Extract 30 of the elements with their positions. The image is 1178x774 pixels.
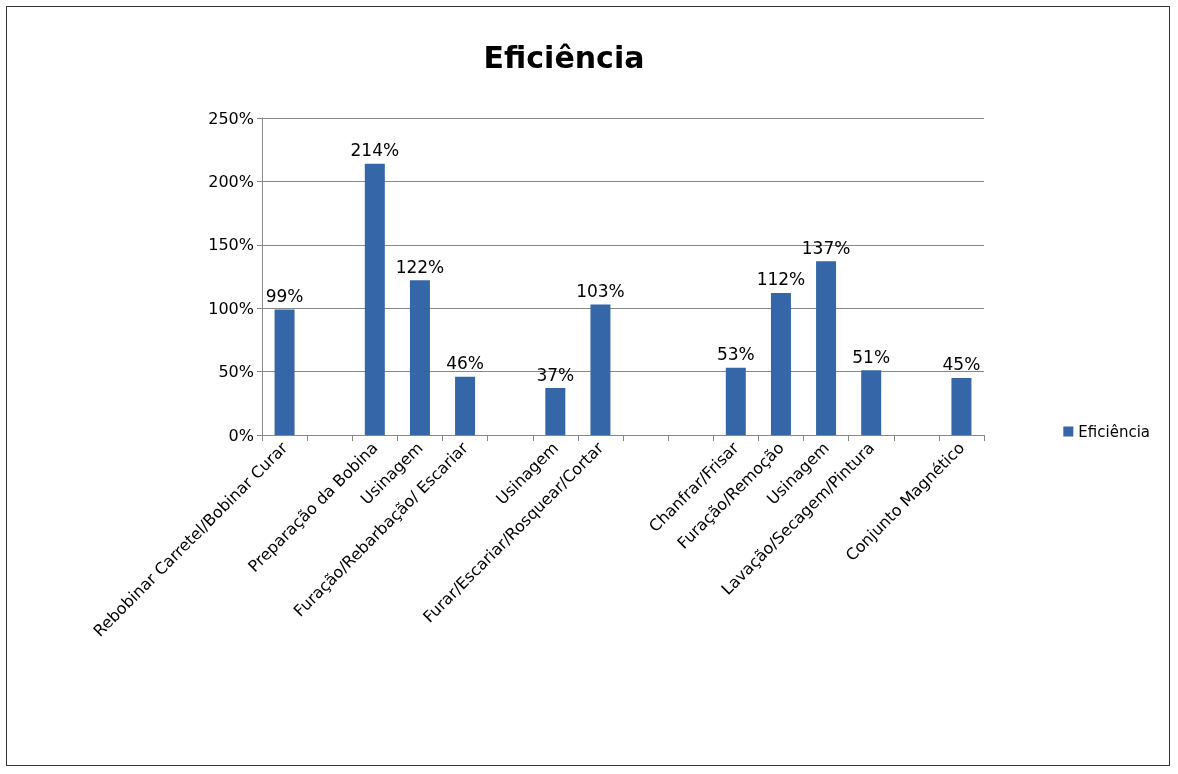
data-label: 99% [265,285,304,306]
data-label: 122% [395,256,445,277]
chart-title: Eficiência [483,39,645,75]
bar [455,376,476,435]
y-tick-label: 150% [208,235,254,255]
data-label: 53% [716,344,755,365]
data-label: 45% [942,354,981,375]
data-label: 214% [350,140,400,161]
data-label: 46% [446,353,484,374]
bar [364,163,385,435]
y-tick-label: 50% [218,362,254,382]
y-tick-label: 0% [228,425,254,445]
bar [816,261,837,435]
legend-label: Eficiência [1078,422,1151,441]
y-tick-label: 100% [208,298,254,318]
y-tick-label: 250% [208,108,254,128]
data-label: 103% [576,280,625,301]
bar [725,367,746,435]
data-label: 112% [756,269,806,290]
data-label: 51% [852,346,891,367]
data-label: 37% [536,364,575,385]
bar [545,388,566,435]
bar [861,370,882,435]
bar [409,280,430,435]
bar [590,304,611,435]
bar [951,377,972,435]
bar [274,309,295,435]
data-label: 137% [801,237,851,258]
bar [770,292,791,435]
y-tick-label: 200% [208,171,254,191]
